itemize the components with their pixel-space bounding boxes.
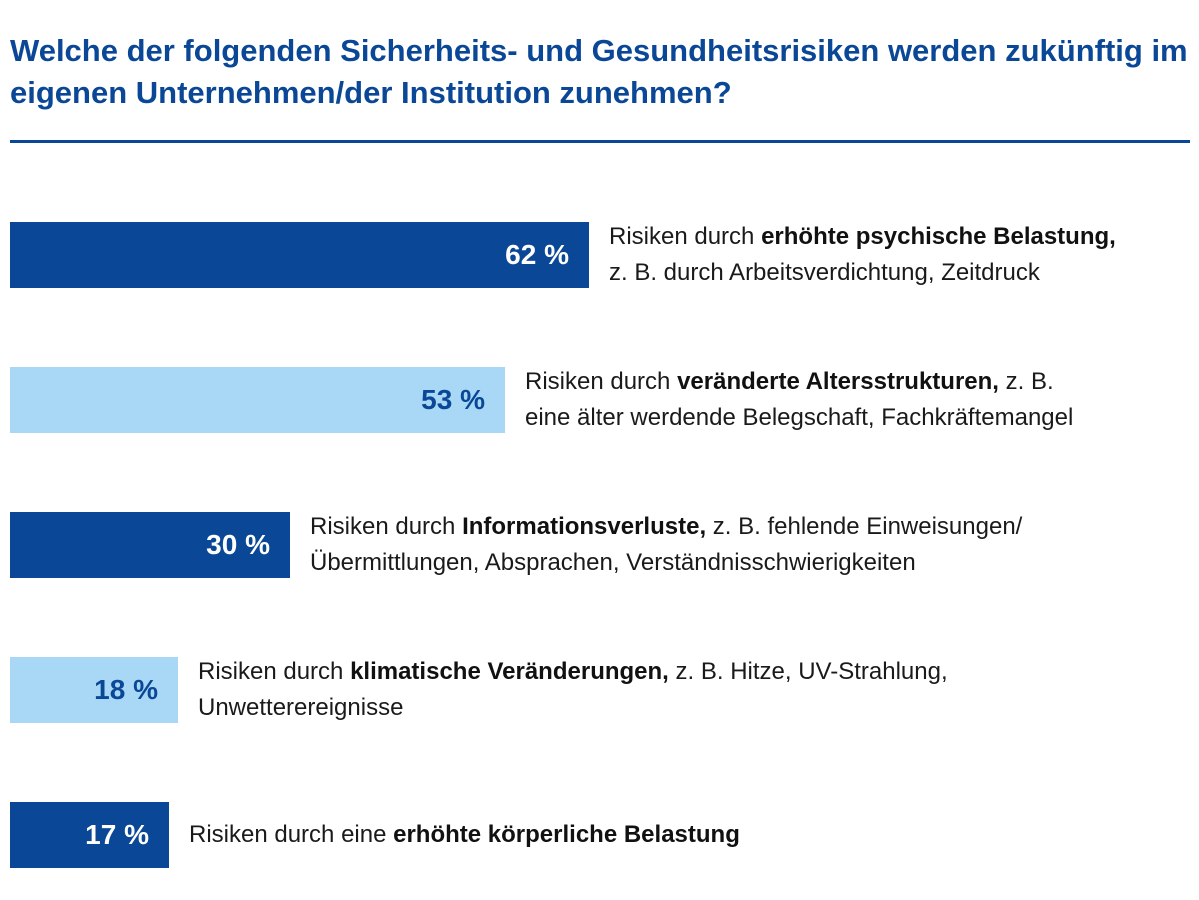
bar-category-label-2: Risiken durch veränderte Altersstrukture…	[525, 364, 1073, 436]
label-emphasis: erhöhte körperliche Belastung	[393, 821, 740, 848]
bar-3: 30 %	[10, 512, 290, 578]
bar-value-label-3: 30 %	[206, 529, 270, 560]
label-line-1: Risiken durch erhöhte psychische Belastu…	[609, 219, 1116, 255]
label-prefix: Risiken durch	[609, 223, 762, 250]
bar-4: 18 %	[10, 657, 178, 723]
label-prefix: Risiken durch	[310, 513, 463, 540]
label-emphasis: klimatische Veränderungen,	[350, 658, 669, 685]
label-line-1: Risiken durch veränderte Altersstrukture…	[525, 364, 1073, 400]
label-prefix: Risiken durch	[198, 658, 351, 685]
label-line-2: Übermittlungen, Absprachen, Verständniss…	[310, 549, 916, 576]
label-rest: z. B.	[998, 368, 1054, 395]
bar-value-label-2: 53 %	[421, 384, 485, 415]
label-rest: z. B. Hitze, UV-Strahlung,	[668, 658, 948, 685]
bar-value-label-5: 17 %	[85, 819, 149, 850]
label-emphasis: Informationsverluste,	[462, 513, 707, 540]
bar-category-label-1: Risiken durch erhöhte psychische Belastu…	[609, 219, 1116, 291]
bar-1: 62 %	[10, 222, 589, 288]
label-line-1: Risiken durch klimatische Veränderungen,…	[198, 654, 948, 690]
title-divider	[10, 140, 1190, 143]
label-line-2: eine älter werdende Belegschaft, Fachkrä…	[525, 404, 1074, 431]
label-line-1: Risiken durch Informationsverluste, z. B…	[310, 509, 1022, 545]
bar-category-label-4: Risiken durch klimatische Veränderungen,…	[198, 654, 948, 726]
label-rest: z. B. fehlende Einweisungen/	[706, 513, 1023, 540]
label-emphasis: veränderte Altersstrukturen,	[677, 368, 999, 395]
bar-category-label-3: Risiken durch Informationsverluste, z. B…	[310, 509, 1022, 581]
bar-value-label-1: 62 %	[505, 239, 569, 270]
chart-title: Welche der folgenden Sicherheits- und Ge…	[10, 33, 1188, 110]
bar-5: 17 %	[10, 802, 169, 868]
label-prefix: Risiken durch eine	[189, 821, 394, 848]
label-line-1: Risiken durch eine erhöhte körperliche B…	[189, 817, 740, 853]
label-line-2: Unwetterereignisse	[198, 694, 404, 721]
label-emphasis: erhöhte psychische Belastung,	[761, 223, 1116, 250]
bar-value-label-4: 18 %	[94, 674, 158, 705]
bar-2: 53 %	[10, 367, 505, 433]
label-line-2: z. B. durch Arbeitsverdichtung, Zeitdruc…	[609, 259, 1040, 286]
bar-category-label-5: Risiken durch eine erhöhte körperliche B…	[189, 817, 740, 853]
label-prefix: Risiken durch	[525, 368, 678, 395]
